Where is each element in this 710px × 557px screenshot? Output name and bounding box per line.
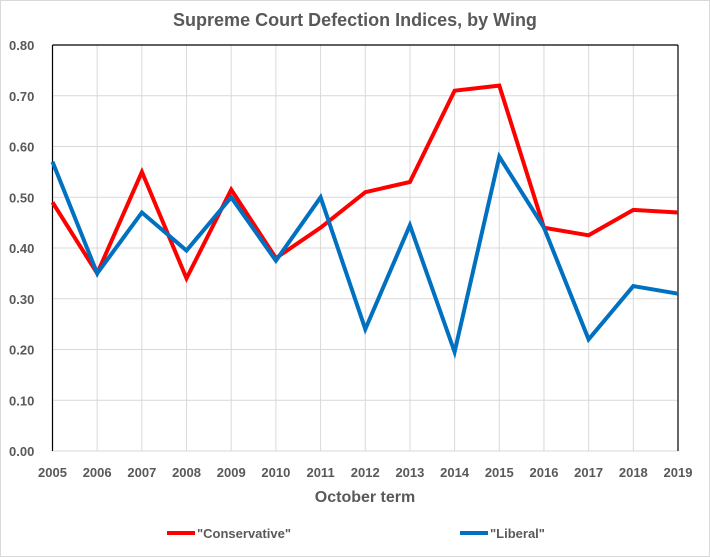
x-tick-label: 2006 <box>83 465 112 480</box>
x-tick-label: 2007 <box>127 465 156 480</box>
x-tick-label: 2009 <box>217 465 246 480</box>
x-tick-label: 2016 <box>530 465 559 480</box>
x-tick-label: 2015 <box>485 465 514 480</box>
x-tick-label: 2019 <box>664 465 693 480</box>
x-axis-label: October term <box>315 489 415 506</box>
conservative-series-line <box>50 83 679 284</box>
y-tick-label: 0.40 <box>9 241 34 256</box>
gridlines <box>52 44 679 452</box>
x-tick-label: 2011 <box>306 465 334 480</box>
y-tick-label: 0.50 <box>9 190 34 205</box>
x-tick-label: 2014 <box>440 465 470 480</box>
axes <box>51 44 679 451</box>
y-tick-label: 0.10 <box>9 393 34 408</box>
y-axis-ticks: 0.00 0.10 0.20 0.30 0.40 0.50 0.60 0.70 0.80 <box>9 38 34 459</box>
y-tick-label: 0.70 <box>9 89 34 104</box>
y-tick-label: 0.00 <box>9 444 34 459</box>
y-tick-label: 0.80 <box>9 38 34 53</box>
legend: "Conservative" "Liberal" <box>167 526 545 541</box>
legend-label: "Liberal" <box>490 526 545 541</box>
x-tick-label: 2008 <box>172 465 201 480</box>
y-tick-label: 0.60 <box>9 140 34 155</box>
x-tick-label: 2013 <box>395 465 424 480</box>
x-tick-label: 2005 <box>38 465 67 480</box>
x-tick-label: 2012 <box>351 465 380 480</box>
series-lines <box>50 83 679 360</box>
x-tick-label: 2010 <box>261 465 290 480</box>
x-tick-label: 2018 <box>619 465 648 480</box>
y-tick-label: 0.20 <box>9 343 34 358</box>
x-axis-ticks: 2005 2006 2007 2008 2009 2010 2011 2012 2013 2014… <box>38 465 692 480</box>
x-tick-label: 2017 <box>574 465 603 480</box>
liberal-series-line <box>50 151 679 360</box>
legend-label: "Conservative" <box>197 526 291 541</box>
chart-title: Supreme Court Defection Indices, by Wing <box>173 10 537 30</box>
y-tick-label: 0.30 <box>9 292 34 307</box>
